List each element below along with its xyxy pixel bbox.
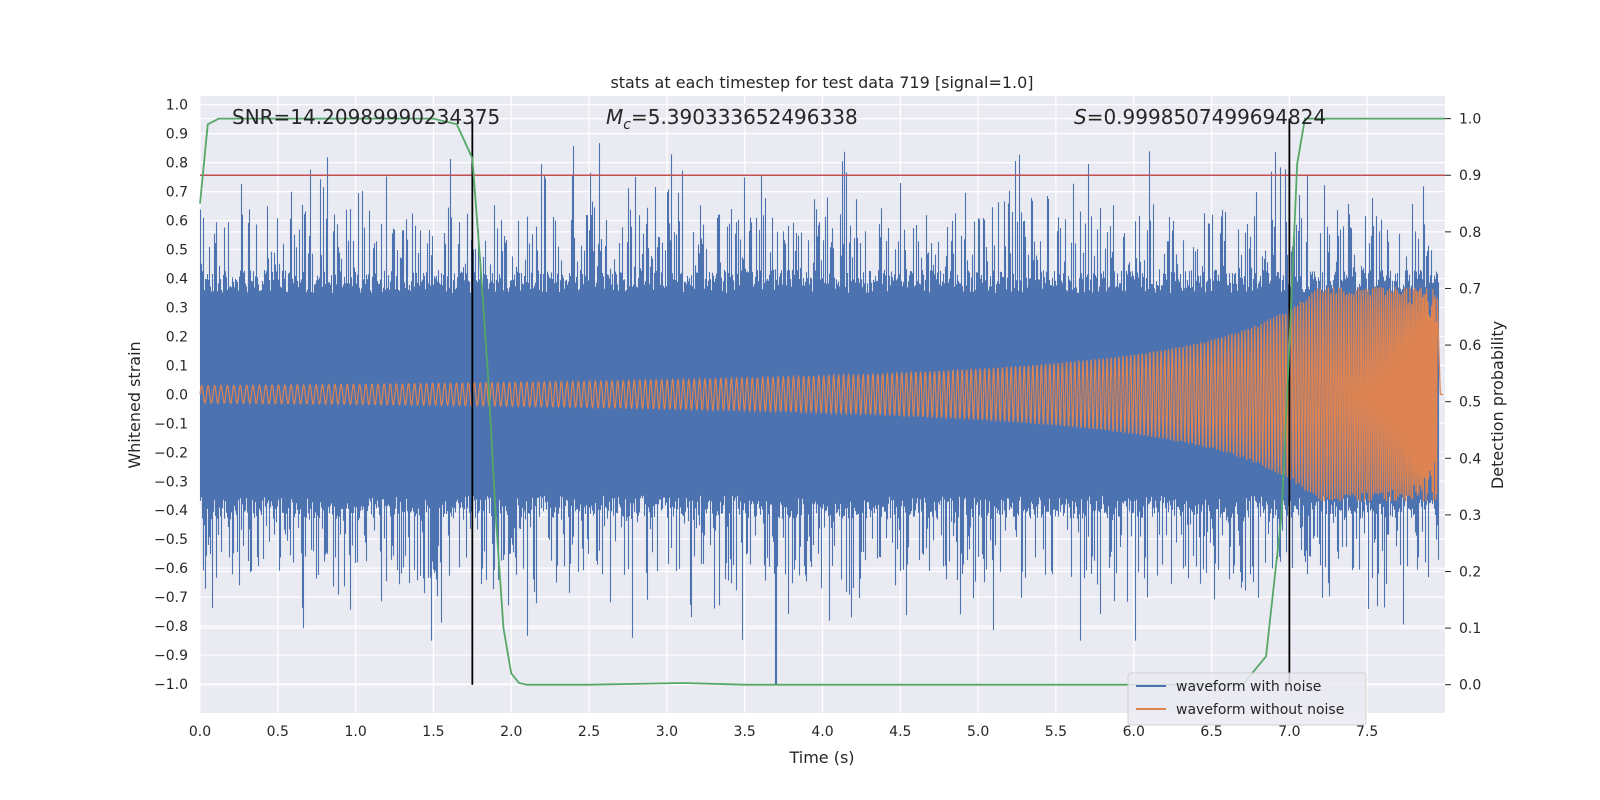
- x-tick-label: 7.0: [1278, 724, 1300, 740]
- x-tick-label: 2.0: [500, 724, 522, 740]
- chirp-mass-annotation: Mc=5.390333652496338: [606, 105, 858, 133]
- ticks: 0.0 0.5 1.0 1.5 2.0 2.5 3.0 3.5 4.0 4.5 5.0 5.5 6.0 6…: [154, 98, 1481, 740]
- y-tick-label-left: 0.3: [166, 300, 188, 316]
- x-tick-label: 2.5: [578, 724, 600, 740]
- y-tick-label-left: −0.9: [154, 648, 188, 664]
- y-tick-label-right: 0.2: [1459, 564, 1481, 580]
- x-axis-label: Time (s): [788, 748, 854, 767]
- y-tick-label-left: 0.6: [166, 214, 188, 230]
- x-tick-label: 5.0: [967, 724, 989, 740]
- x-tick-label: 0.5: [267, 724, 289, 740]
- legend-label-noise: waveform with noise: [1176, 679, 1321, 695]
- y-tick-label-left: 0.1: [166, 358, 188, 374]
- x-tick-label: 0.0: [189, 724, 211, 740]
- x-tick-label: 3.5: [734, 724, 756, 740]
- detection-probability-line: [199, 117, 1445, 686]
- y-tick-label-right: 0.4: [1459, 451, 1481, 467]
- y-tick-label-right: 0.5: [1459, 395, 1481, 411]
- y-tick-label-left: 0.4: [166, 271, 188, 287]
- x-tick-label: 5.5: [1045, 724, 1067, 740]
- y-tick-label-right: 0.7: [1459, 281, 1481, 297]
- legend: waveform with noise waveform without noi…: [1127, 672, 1367, 726]
- y-tick-label-left: 0.7: [166, 185, 188, 201]
- y-tick-label-right: 0.9: [1459, 168, 1481, 184]
- series-waveform-without-noise: [199, 287, 1444, 502]
- y-tick-label-left: −0.2: [154, 445, 188, 461]
- y-tick-label-right: 1.0: [1459, 112, 1481, 128]
- y-tick-label-left: 0.2: [166, 329, 188, 345]
- y-tick-label-left: −0.6: [154, 561, 188, 577]
- x-tick-label: 4.0: [811, 724, 833, 740]
- y-tick-label-left: −0.4: [154, 503, 188, 519]
- y-tick-label-left: −1.0: [154, 677, 188, 693]
- y-tick-label-left: −0.7: [154, 590, 188, 606]
- y-axis-label-left: Whitened strain: [125, 341, 144, 468]
- clean-waveform-path: [199, 287, 1444, 502]
- x-tick-label: 1.5: [422, 724, 444, 740]
- y-tick-label-right: 0.0: [1459, 678, 1481, 694]
- y-tick-label-left: −0.5: [154, 532, 188, 548]
- x-tick-label: 1.0: [344, 724, 366, 740]
- legend-label-clean: waveform without noise: [1176, 702, 1344, 718]
- y-tick-label-left: −0.1: [154, 416, 188, 432]
- y-tick-label-left: 0.5: [166, 243, 188, 259]
- x-tick-label: 6.5: [1200, 724, 1222, 740]
- x-tick-label: 4.5: [889, 724, 911, 740]
- y-tick-label-right: 0.1: [1459, 621, 1481, 637]
- y-tick-label-left: 0.0: [166, 387, 188, 403]
- y-tick-label-left: −0.3: [154, 474, 188, 490]
- spin-annotation: S=0.9998507499694824: [1074, 105, 1326, 129]
- overlay: [199, 117, 1445, 686]
- y-tick-label-left: 1.0: [166, 98, 188, 114]
- y-tick-label-right: 0.8: [1459, 225, 1481, 241]
- chart-title: stats at each timestep for test data 719…: [610, 73, 1033, 92]
- y-tick-label-left: 0.8: [166, 156, 188, 172]
- x-tick-label: 7.5: [1356, 724, 1378, 740]
- y-tick-label-left: 0.9: [166, 127, 188, 143]
- snr-annotation: SNR=14.20989990234375: [232, 105, 500, 129]
- x-tick-label: 6.0: [1123, 724, 1145, 740]
- y-axis-label-right: Detection probability: [1488, 321, 1507, 489]
- x-tick-label: 3.0: [656, 724, 678, 740]
- y-tick-label-left: −0.8: [154, 619, 188, 635]
- y-tick-label-right: 0.3: [1459, 508, 1481, 524]
- y-tick-label-right: 0.6: [1459, 338, 1481, 354]
